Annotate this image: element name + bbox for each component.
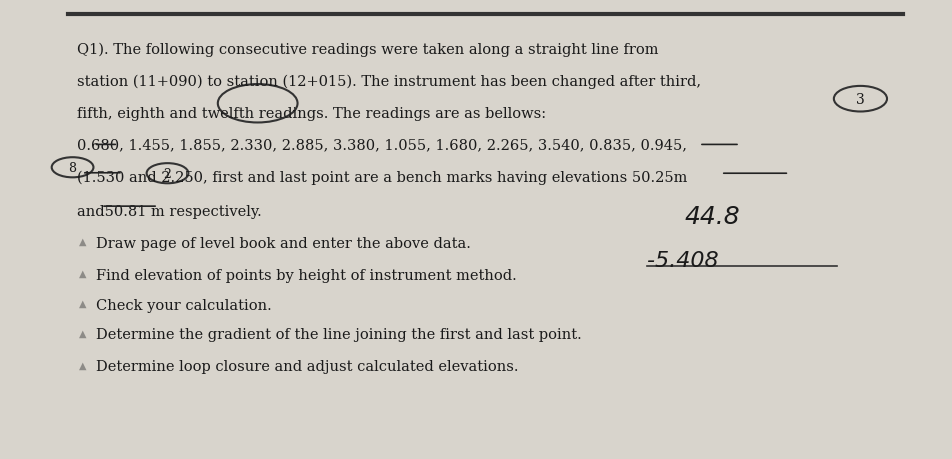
Text: Determine loop closure and adjust calculated elevations.: Determine loop closure and adjust calcul… xyxy=(96,359,519,374)
Text: ▲: ▲ xyxy=(79,359,87,369)
Text: 2: 2 xyxy=(164,168,171,180)
Text: 0.680, 1.455, 1.855, 2.330, 2.885, 3.380, 1.055, 1.680, 2.265, 3.540, 0.835, 0.9: 0.680, 1.455, 1.855, 2.330, 2.885, 3.380… xyxy=(77,138,687,152)
Text: Determine the gradient of the line joining the first and last point.: Determine the gradient of the line joini… xyxy=(96,328,582,341)
Text: ▲: ▲ xyxy=(79,268,87,278)
Text: Check your calculation.: Check your calculation. xyxy=(96,298,272,312)
Text: fifth, eighth and twelfth readings. The readings are as bellows:: fifth, eighth and twelfth readings. The … xyxy=(77,106,546,120)
Text: and50.81 m respectively.: and50.81 m respectively. xyxy=(77,204,262,218)
Text: Draw page of level book and enter the above data.: Draw page of level book and enter the ab… xyxy=(96,236,471,250)
Text: Find elevation of points by height of instrument method.: Find elevation of points by height of in… xyxy=(96,268,517,282)
Text: 8: 8 xyxy=(69,162,76,174)
Text: ▲: ▲ xyxy=(79,236,87,246)
Text: station (11+090) to station (12+015). The instrument has been changed after thir: station (11+090) to station (12+015). Th… xyxy=(77,74,702,89)
Text: Q1). The following consecutive readings were taken along a straight line from: Q1). The following consecutive readings … xyxy=(77,42,659,57)
Text: 44.8: 44.8 xyxy=(684,204,741,229)
Text: (1.530 and 2.250, first and last point are a bench marks having elevations 50.25: (1.530 and 2.250, first and last point a… xyxy=(77,170,687,185)
Text: -5.408: -5.408 xyxy=(646,250,719,270)
Text: 3: 3 xyxy=(856,93,864,106)
Text: ▲: ▲ xyxy=(79,328,87,337)
Text: ▲: ▲ xyxy=(79,298,87,308)
